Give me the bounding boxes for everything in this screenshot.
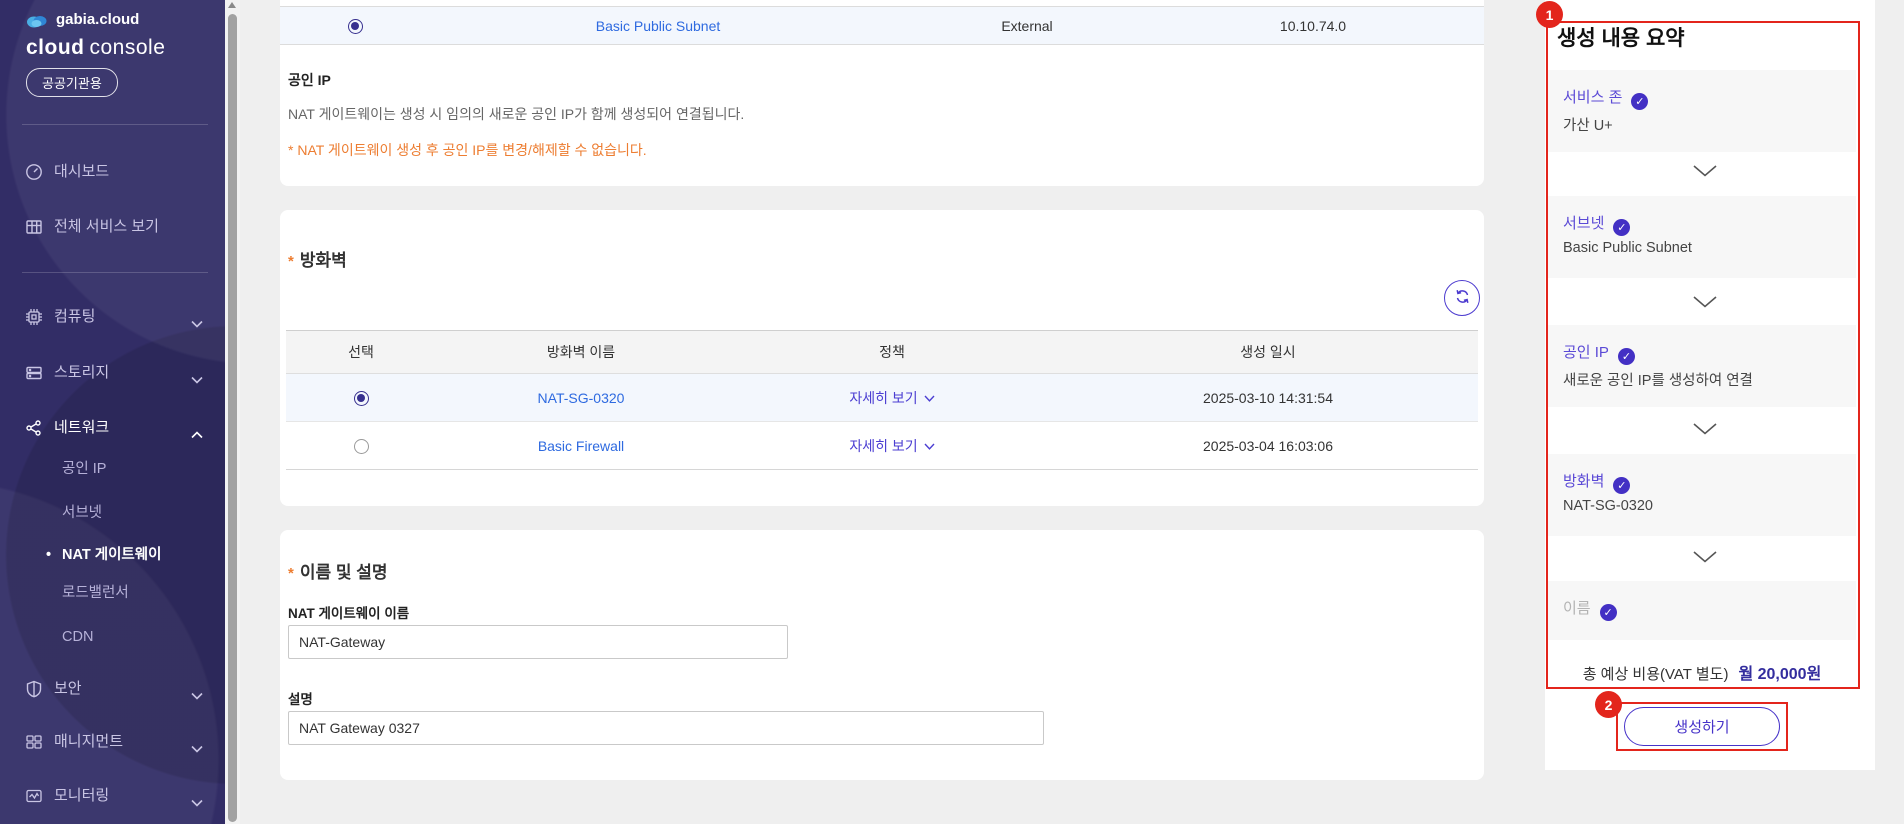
description-label: 설명 (288, 692, 313, 707)
subnet-card: Basic Public Subnet External 10.10.74.0 … (280, 0, 1484, 186)
sidebar-item-cdn[interactable]: CDN (62, 629, 94, 645)
chevron-down-icon[interactable] (924, 389, 935, 405)
chevron-down-icon (191, 368, 203, 384)
chevron-down-icon[interactable] (1692, 295, 1718, 309)
sidebar-item-management[interactable]: 매니지먼트 (0, 730, 225, 754)
name-description-card: *이름 및 설명 NAT 게이트웨이 이름 설명 (280, 530, 1484, 780)
check-icon: ✓ (1613, 477, 1631, 494)
policy-detail-link[interactable]: 자세히 보기 (849, 437, 918, 454)
summary-item-name: 이름 ✓ (1548, 581, 1856, 640)
sidebar-item-all-services[interactable]: 전체 서비스 보기 (0, 215, 225, 239)
active-bullet: • (46, 547, 52, 563)
check-icon: ✓ (1617, 348, 1635, 365)
grid-icon (25, 218, 43, 236)
annotation-badge-1: 1 (1536, 1, 1563, 28)
nat-gateway-name-label: NAT 게이트웨이 이름 (288, 606, 410, 621)
firewall-table-header: 선택 방화벽 이름 정책 생성 일시 (286, 330, 1478, 374)
sidebar-item-nat-gateway[interactable]: • NAT 게이트웨이 (46, 544, 161, 566)
policy-detail-link[interactable]: 자세히 보기 (849, 389, 918, 406)
sidebar: gabia.cloud cloud console 공공기관용 대시보드 전체 서… (0, 0, 225, 824)
sidebar-item-dashboard[interactable]: 대시보드 (0, 160, 225, 184)
summary-item-service-zone: 서비스 존 ✓ 가산 U+ (1548, 70, 1856, 152)
sidebar-item-public-ip[interactable]: 공인 IP (62, 461, 107, 477)
summary-item-subnet: 서브넷 ✓ Basic Public Subnet (1548, 196, 1856, 278)
chevron-down-icon[interactable] (1692, 164, 1718, 178)
name-section-title: * 이름 및 설명 (288, 563, 388, 582)
public-ip-label: 공인 IP (288, 72, 331, 88)
sidebar-item-monitoring[interactable]: 모니터링 (0, 784, 225, 808)
sidebar-item-load-balancer[interactable]: 로드밸런서 (62, 585, 129, 601)
firewall-name-link[interactable]: Basic Firewall (537, 437, 625, 454)
subnet-name-link[interactable]: Basic Public Subnet (595, 17, 721, 34)
cost-value: 월 20,000원 (1738, 666, 1822, 683)
firewall-section-title: * 방화벽 (288, 251, 347, 270)
monitoring-icon (25, 787, 43, 805)
sidebar-divider (22, 124, 208, 125)
subnet-type: External (1001, 17, 1053, 34)
dashboard-icon (25, 163, 43, 181)
network-icon (25, 419, 43, 437)
check-icon: ✓ (1631, 93, 1649, 110)
firewall-row[interactable]: Basic Firewall 자세히 보기 2025-03-04 16:03:0… (286, 422, 1478, 470)
product-title: cloud console (26, 36, 166, 59)
check-icon: ✓ (1613, 219, 1631, 236)
gabia-cloud-icon (26, 11, 48, 28)
create-button[interactable]: 생성하기 (1624, 707, 1780, 746)
chevron-down-icon[interactable] (1692, 422, 1718, 436)
chevron-down-icon (191, 791, 203, 807)
subnet-table-row[interactable]: Basic Public Subnet External 10.10.74.0 (280, 6, 1484, 45)
refresh-button[interactable] (1444, 280, 1480, 316)
scrollbar-thumb[interactable] (227, 14, 237, 822)
cpu-icon (25, 308, 43, 326)
summary-item-public-ip: 공인 IP ✓ 새로운 공인 IP를 생성하여 연결 (1548, 325, 1856, 407)
firewall-created-at: 2025-03-10 14:31:54 (1203, 389, 1333, 406)
required-asterisk: * (288, 565, 294, 582)
creation-summary-panel: 생성 내용 요약 서비스 존 ✓ 가산 U+ 서브넷 ✓ Basic Public … (1545, 0, 1875, 770)
chevron-down-icon (191, 737, 203, 753)
sidebar-divider (22, 272, 208, 273)
chevron-down-icon (191, 684, 203, 700)
brand-text: gabia.cloud (56, 11, 140, 28)
shield-icon (25, 680, 43, 698)
refresh-icon (1454, 288, 1471, 308)
firewall-table: 선택 방화벽 이름 정책 생성 일시 NAT-SG-0320 자세히 보기 20… (286, 330, 1478, 470)
public-institution-badge[interactable]: 공공기관용 (26, 68, 118, 97)
public-ip-description: NAT 게이트웨이는 생성 시 임의의 새로운 공인 IP가 함께 생성되어 연… (288, 106, 745, 122)
chevron-down-icon (191, 312, 203, 328)
sidebar-item-security[interactable]: 보안 (0, 677, 225, 701)
required-asterisk: * (288, 253, 294, 270)
annotation-badge-2: 2 (1595, 691, 1622, 718)
subnet-ip: 10.10.74.0 (1279, 17, 1347, 34)
summary-title: 생성 내용 요약 (1557, 27, 1685, 50)
sidebar-item-storage[interactable]: 스토리지 (0, 361, 225, 385)
sidebar-item-network[interactable]: 네트워크 (0, 416, 225, 440)
sidebar-item-computing[interactable]: 컴퓨팅 (0, 305, 225, 329)
firewall-name-link[interactable]: NAT-SG-0320 (537, 389, 625, 406)
chevron-down-icon[interactable] (924, 437, 935, 453)
public-ip-warning: * NAT 게이트웨이 생성 후 공인 IP를 변경/해제할 수 없습니다. (288, 142, 647, 158)
firewall-radio-unselected[interactable] (353, 438, 369, 454)
description-input[interactable] (288, 711, 1044, 745)
chevron-down-icon[interactable] (1692, 550, 1718, 564)
firewall-radio-selected[interactable] (353, 390, 369, 406)
firewall-created-at: 2025-03-04 16:03:06 (1203, 437, 1333, 454)
subnet-radio-selected[interactable] (347, 18, 363, 34)
vertical-scrollbar[interactable] (225, 0, 240, 824)
summary-item-firewall: 방화벽 ✓ NAT-SG-0320 (1548, 454, 1856, 536)
brand-logo[interactable]: gabia.cloud (26, 11, 139, 33)
chevron-up-icon (191, 423, 203, 439)
check-icon: ✓ (1599, 604, 1617, 621)
firewall-row[interactable]: NAT-SG-0320 자세히 보기 2025-03-10 14:31:54 (286, 374, 1478, 422)
scrollbar-up-arrow[interactable] (228, 2, 236, 8)
nat-gateway-name-input[interactable] (288, 625, 788, 659)
storage-icon (25, 364, 43, 382)
sidebar-item-subnet[interactable]: 서브넷 (62, 505, 103, 521)
estimated-cost-row: 총 예상 비용(VAT 별도) 월 20,000원 (1545, 660, 1859, 684)
cost-label: 총 예상 비용(VAT 별도) (1582, 666, 1729, 683)
management-icon (25, 733, 43, 751)
firewall-card: * 방화벽 선택 방화벽 이름 정책 생성 일시 NAT-SG-0320 자세히 … (280, 210, 1484, 506)
